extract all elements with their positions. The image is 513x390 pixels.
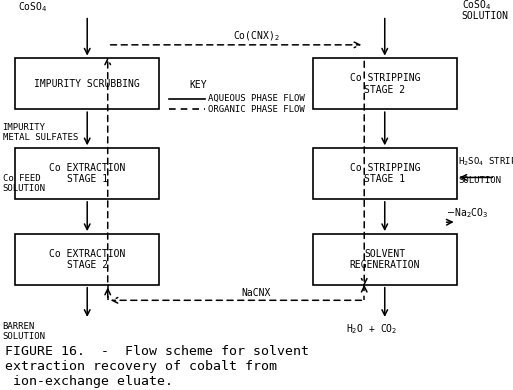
Text: H$_2$O + CO$_2$: H$_2$O + CO$_2$ [346, 322, 398, 335]
Text: SOLUTION: SOLUTION [458, 176, 501, 184]
Text: SOLVENT
REGENERATION: SOLVENT REGENERATION [349, 248, 420, 270]
Text: Co STRIPPING
STAGE 2: Co STRIPPING STAGE 2 [349, 73, 420, 95]
Text: Co EXTRACTION
STAGE 2: Co EXTRACTION STAGE 2 [49, 248, 125, 270]
Text: FIGURE 16.  -  Flow scheme for solvent: FIGURE 16. - Flow scheme for solvent [5, 345, 309, 358]
Text: IMPURITY SCRUBBING: IMPURITY SCRUBBING [34, 79, 140, 89]
Text: Co(CNX)$_2$: Co(CNX)$_2$ [233, 29, 280, 43]
Text: NaCNX: NaCNX [242, 288, 271, 298]
Text: $-$Na$_2$CO$_3$: $-$Na$_2$CO$_3$ [446, 207, 488, 220]
Text: KEY: KEY [190, 80, 207, 90]
Bar [15, 148, 159, 199]
Text: SOLUTION: SOLUTION [462, 11, 509, 21]
Text: extraction recovery of cobalt from: extraction recovery of cobalt from [5, 360, 277, 373]
Text: H$_2$SO$_4$ STRIP: H$_2$SO$_4$ STRIP [458, 155, 513, 168]
Text: ion-exchange eluate.: ion-exchange eluate. [5, 375, 173, 388]
Bar [313, 148, 457, 199]
Text: IMPURITY
METAL SULFATES: IMPURITY METAL SULFATES [3, 123, 78, 142]
Text: AQUEOUS PHASE FLOW: AQUEOUS PHASE FLOW [208, 94, 305, 103]
Text: CoSO$_4$: CoSO$_4$ [18, 0, 48, 14]
Bar [313, 234, 457, 285]
Text: CoSO$_4$: CoSO$_4$ [462, 0, 491, 12]
Bar [313, 58, 457, 109]
Text: Co EXTRACTION
STAGE 1: Co EXTRACTION STAGE 1 [49, 163, 125, 184]
Bar [15, 58, 159, 109]
Text: Co STRIPPING
STAGE 1: Co STRIPPING STAGE 1 [349, 163, 420, 184]
Text: ORGANIC PHASE FLOW: ORGANIC PHASE FLOW [208, 105, 305, 114]
Text: BARREN
SOLUTION: BARREN SOLUTION [3, 322, 46, 341]
Bar [15, 234, 159, 285]
Text: Co FEED
SOLUTION: Co FEED SOLUTION [3, 174, 46, 193]
